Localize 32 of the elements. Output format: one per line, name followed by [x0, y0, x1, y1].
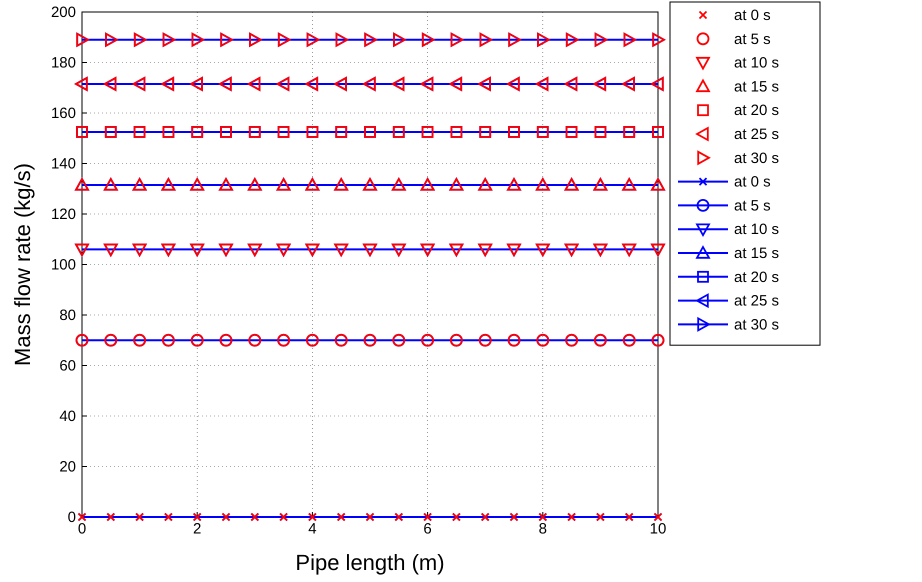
legend-label: at 5 s: [734, 197, 771, 214]
legend-label: at 30 s: [734, 316, 780, 334]
y-tick-label: 40: [59, 408, 76, 425]
x-tick-label: 4: [308, 520, 317, 538]
legend-label: at 0 s: [734, 174, 771, 191]
legend-label: at 25 s: [734, 126, 780, 143]
legend-label: at 10 s: [734, 221, 780, 238]
y-tick-label: 0: [68, 508, 76, 526]
x-axis-title: Pipe length (m): [295, 550, 445, 575]
legend-label: at 25 s: [734, 292, 780, 310]
x-tick-label: 6: [423, 520, 432, 538]
legend-label: at 20 s: [734, 268, 780, 286]
y-tick-label: 100: [50, 256, 76, 274]
y-tick-label: 200: [50, 4, 76, 21]
y-tick-label: 60: [59, 357, 76, 374]
y-tick-label: 140: [50, 155, 76, 172]
legend-label: at 15 s: [734, 78, 780, 96]
x-tick-label: 10: [650, 520, 666, 538]
y-tick-label: 120: [50, 206, 76, 223]
x-tick-label: 8: [538, 520, 547, 538]
legend-label: at 30 s: [734, 150, 780, 167]
legend-label: at 5 s: [734, 30, 771, 48]
legend-label: at 20 s: [734, 102, 780, 120]
legend-label: at 15 s: [734, 245, 780, 262]
legend-label: at 10 s: [734, 54, 780, 72]
y-tick-label: 80: [59, 306, 76, 324]
y-tick-label: 180: [50, 54, 76, 72]
x-tick-label: 2: [193, 520, 202, 538]
y-tick-label: 160: [50, 104, 76, 122]
legend-label: at 0 s: [734, 7, 771, 24]
y-axis-title: Mass flow rate (kg/s): [10, 163, 35, 366]
y-tick-label: 20: [59, 458, 76, 476]
